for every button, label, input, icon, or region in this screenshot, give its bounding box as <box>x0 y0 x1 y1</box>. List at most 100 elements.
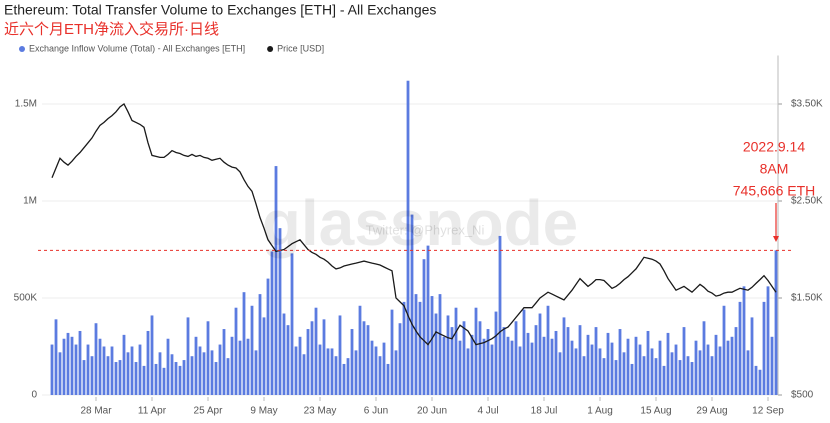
bar <box>154 363 158 395</box>
bar <box>170 354 174 395</box>
annotation: 2022.9.14 <box>743 139 805 155</box>
legend-swatch <box>267 46 274 52</box>
bar <box>274 166 278 395</box>
bar <box>210 350 214 395</box>
bar <box>378 356 382 395</box>
y-tick-label: 1.5M <box>15 99 37 110</box>
bar <box>774 250 778 395</box>
chart-subtitle: 近六个月ETH净流入交易所·日线 <box>4 20 219 38</box>
bar <box>682 327 686 395</box>
bar <box>430 296 434 395</box>
bar <box>490 344 494 395</box>
legend-label: Price [USD] <box>277 43 324 53</box>
bar <box>362 321 366 395</box>
bar <box>422 259 426 395</box>
y2-tick-label: $500 <box>791 390 814 401</box>
y-tick-label: 1M <box>23 196 37 207</box>
bar <box>498 235 502 395</box>
bar <box>710 356 714 395</box>
y2-tick-label: $1.50K <box>791 293 823 304</box>
bar <box>506 336 510 395</box>
bar <box>278 228 282 395</box>
bar <box>690 362 694 395</box>
bar <box>90 356 94 395</box>
watermark: glassnode <box>262 187 579 259</box>
bar <box>98 338 102 395</box>
bar <box>526 332 530 395</box>
bar <box>134 362 138 395</box>
bar <box>386 363 390 395</box>
legend-label: Exchange Inflow Volume (Total) - All Exc… <box>29 43 245 53</box>
bar <box>66 332 70 395</box>
bar <box>254 350 258 395</box>
bar <box>574 348 578 395</box>
bar <box>722 305 726 395</box>
bar <box>734 327 738 395</box>
y2-tick-label: $3.50K <box>791 99 823 110</box>
bar <box>750 317 754 395</box>
bar <box>130 346 134 395</box>
bar <box>222 329 226 395</box>
bar <box>74 344 78 395</box>
bar <box>178 365 182 395</box>
bar <box>322 319 326 395</box>
bar <box>726 340 730 395</box>
x-tick-label: 4 Jul <box>477 406 498 417</box>
bar <box>754 365 758 395</box>
bar <box>518 346 522 395</box>
bar <box>234 307 238 395</box>
bar <box>310 321 314 395</box>
bar <box>282 313 286 395</box>
bar <box>494 311 498 395</box>
bar <box>742 286 746 395</box>
bar <box>54 319 58 395</box>
x-tick-label: 23 May <box>304 406 337 417</box>
bar <box>142 365 146 395</box>
bar <box>238 340 242 395</box>
bar <box>646 330 650 395</box>
bar <box>82 360 86 395</box>
bar <box>86 344 90 395</box>
bar <box>302 354 306 395</box>
bar <box>450 327 454 395</box>
bar <box>318 344 322 395</box>
bar <box>394 350 398 395</box>
bar <box>658 340 662 395</box>
bar <box>770 336 774 395</box>
x-tick-label: 9 May <box>250 406 277 417</box>
bar <box>630 363 634 395</box>
bar <box>766 286 770 395</box>
bar <box>114 362 118 395</box>
bar <box>202 352 206 395</box>
bar <box>358 305 362 395</box>
bar <box>514 321 518 395</box>
x-tick-label: 6 Jun <box>364 406 388 417</box>
bar <box>586 334 590 395</box>
bar <box>702 321 706 395</box>
bar <box>370 340 374 395</box>
y-tick-label: 0 <box>31 390 37 401</box>
bar <box>706 344 710 395</box>
x-tick-label: 15 Aug <box>640 406 671 417</box>
bar <box>102 346 106 395</box>
bar <box>158 352 162 395</box>
x-tick-label: 28 Mar <box>80 406 112 417</box>
bar <box>654 358 658 395</box>
bar <box>746 350 750 395</box>
bar <box>390 309 394 395</box>
bar <box>342 363 346 395</box>
chart-title: Ethereum: Total Transfer Volume to Excha… <box>4 2 436 18</box>
bar <box>618 329 622 395</box>
bar <box>398 323 402 395</box>
bar <box>218 344 222 395</box>
plot: 0 500K 1M 1.5M $500 $1.50K $2.50K $3.50K 28 Mar 1… <box>14 43 823 416</box>
bar <box>670 352 674 395</box>
bar <box>446 315 450 395</box>
annotation-arrowhead <box>773 236 779 242</box>
x-tick-label: 11 Apr <box>138 406 167 417</box>
bar <box>550 338 554 395</box>
bar <box>622 352 626 395</box>
bar <box>694 340 698 395</box>
bar <box>642 356 646 395</box>
x-tick-label: 12 Sep <box>752 406 784 417</box>
